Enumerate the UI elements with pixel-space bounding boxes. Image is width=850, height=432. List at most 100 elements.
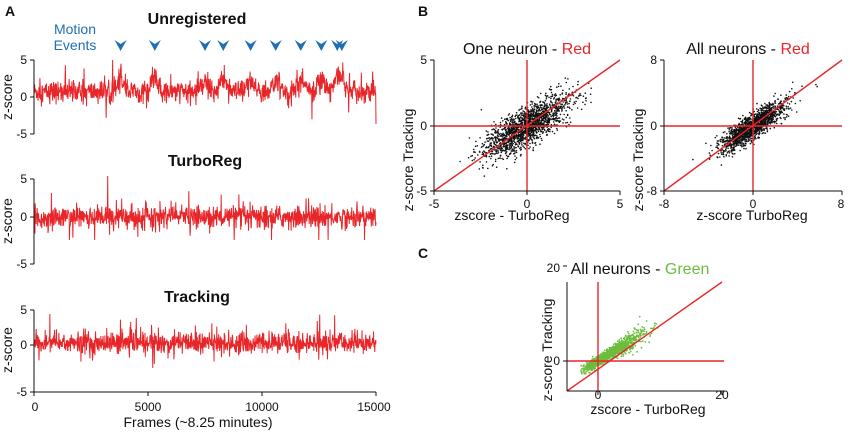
scatter-point — [524, 122, 526, 125]
scatter-point — [490, 142, 493, 144]
scatter-point — [639, 328, 642, 331]
scatter-point — [735, 128, 738, 130]
scatter-point — [511, 129, 514, 132]
scatter-point — [523, 142, 525, 145]
scatter-point — [489, 139, 491, 141]
scatter-point — [527, 135, 529, 137]
scatter-point — [734, 140, 737, 143]
scatter-point — [727, 127, 729, 129]
scatter-point — [518, 114, 521, 116]
scatter-point — [753, 138, 756, 140]
scatter-point — [636, 351, 638, 353]
scatter-point — [563, 107, 566, 109]
scatter-point — [739, 149, 741, 152]
scatter-point — [785, 94, 788, 96]
scatter-point — [514, 151, 516, 153]
scatter-point — [497, 152, 499, 155]
scatter-point — [730, 132, 732, 135]
scatter-point — [727, 145, 730, 147]
scatter-point — [728, 129, 731, 131]
scatter-point — [541, 132, 544, 134]
scatter-point — [585, 370, 588, 373]
scatter-point — [722, 149, 725, 152]
scatter-point — [781, 107, 784, 109]
scatter-point — [724, 143, 726, 145]
scatter-point — [750, 114, 752, 117]
trace-tracking — [33, 313, 377, 369]
scatter-point — [471, 159, 474, 162]
scatter-point — [524, 118, 526, 120]
motion-event-arrow — [269, 40, 282, 51]
motion-annotation-line2: Events — [54, 37, 97, 53]
scatter-point — [741, 121, 744, 124]
scatter-point — [500, 132, 502, 135]
scatter-point — [549, 113, 552, 116]
scatter-point — [589, 367, 592, 369]
motion-event-arrow — [335, 40, 348, 51]
scatter-point — [787, 105, 789, 108]
scatter-point — [487, 131, 489, 133]
scatter-point — [495, 136, 498, 139]
scatter-point — [627, 332, 630, 335]
scatter-point — [539, 129, 542, 131]
scatter-point — [513, 130, 515, 133]
scatter-point — [775, 120, 777, 123]
scatter-point — [519, 135, 522, 138]
scatter-point — [497, 151, 500, 153]
scatter-point — [784, 117, 786, 119]
scatter-point — [606, 356, 609, 358]
scatter-point — [722, 153, 725, 155]
scatter-point — [760, 111, 763, 113]
scatter-point — [485, 137, 488, 140]
scatter-point — [556, 110, 558, 113]
scatter-point — [582, 370, 585, 373]
scatter-point — [543, 105, 545, 107]
scatter-point — [759, 107, 761, 110]
scatter-point — [528, 129, 530, 132]
scatter-point — [635, 332, 638, 334]
scatter-point — [491, 136, 493, 139]
scatter-point — [517, 140, 520, 143]
scatter-point — [582, 95, 585, 97]
scatter-point — [523, 146, 525, 149]
scatter-point — [618, 348, 620, 351]
scatter-point — [750, 130, 752, 132]
scatter-point — [580, 364, 583, 367]
scatter-point — [487, 146, 490, 149]
scatter-point — [638, 315, 641, 318]
y-axis-label: z-score Tracking — [539, 299, 555, 402]
scatter-point — [741, 143, 743, 145]
scatter-point — [521, 112, 524, 114]
y-axis-label: z-score Tracking — [400, 109, 416, 212]
scatter-point — [784, 98, 787, 101]
scatter-point — [513, 127, 516, 130]
scatter-point — [491, 164, 494, 167]
scatter-point — [486, 140, 489, 142]
scatter-point — [746, 140, 748, 143]
chart-title-turboreg: TurboReg — [168, 153, 242, 170]
scatter-point — [743, 137, 746, 140]
scatter-point — [565, 122, 567, 124]
scatter-point — [614, 347, 617, 350]
scatter-point — [763, 120, 765, 123]
scatter-point — [785, 96, 788, 99]
scatter-point — [517, 137, 519, 139]
scatter-point — [568, 93, 570, 95]
scatter-point — [761, 132, 764, 134]
scatter-point — [763, 132, 765, 134]
scatter-point — [510, 152, 512, 154]
scatter-point — [549, 130, 551, 133]
scatter-point — [603, 358, 606, 360]
scatter-point — [785, 105, 788, 108]
scatter-point — [501, 129, 504, 131]
scatter-point — [774, 111, 776, 113]
scatter-point — [785, 116, 788, 118]
scatter-point — [505, 132, 508, 135]
scatter-point — [726, 152, 729, 154]
scatter-point — [561, 106, 564, 109]
scatter-point — [511, 148, 513, 150]
scatter-point — [566, 103, 569, 105]
scatter-point — [628, 335, 631, 337]
scatter-point — [540, 126, 543, 129]
scatter-point — [591, 367, 593, 370]
